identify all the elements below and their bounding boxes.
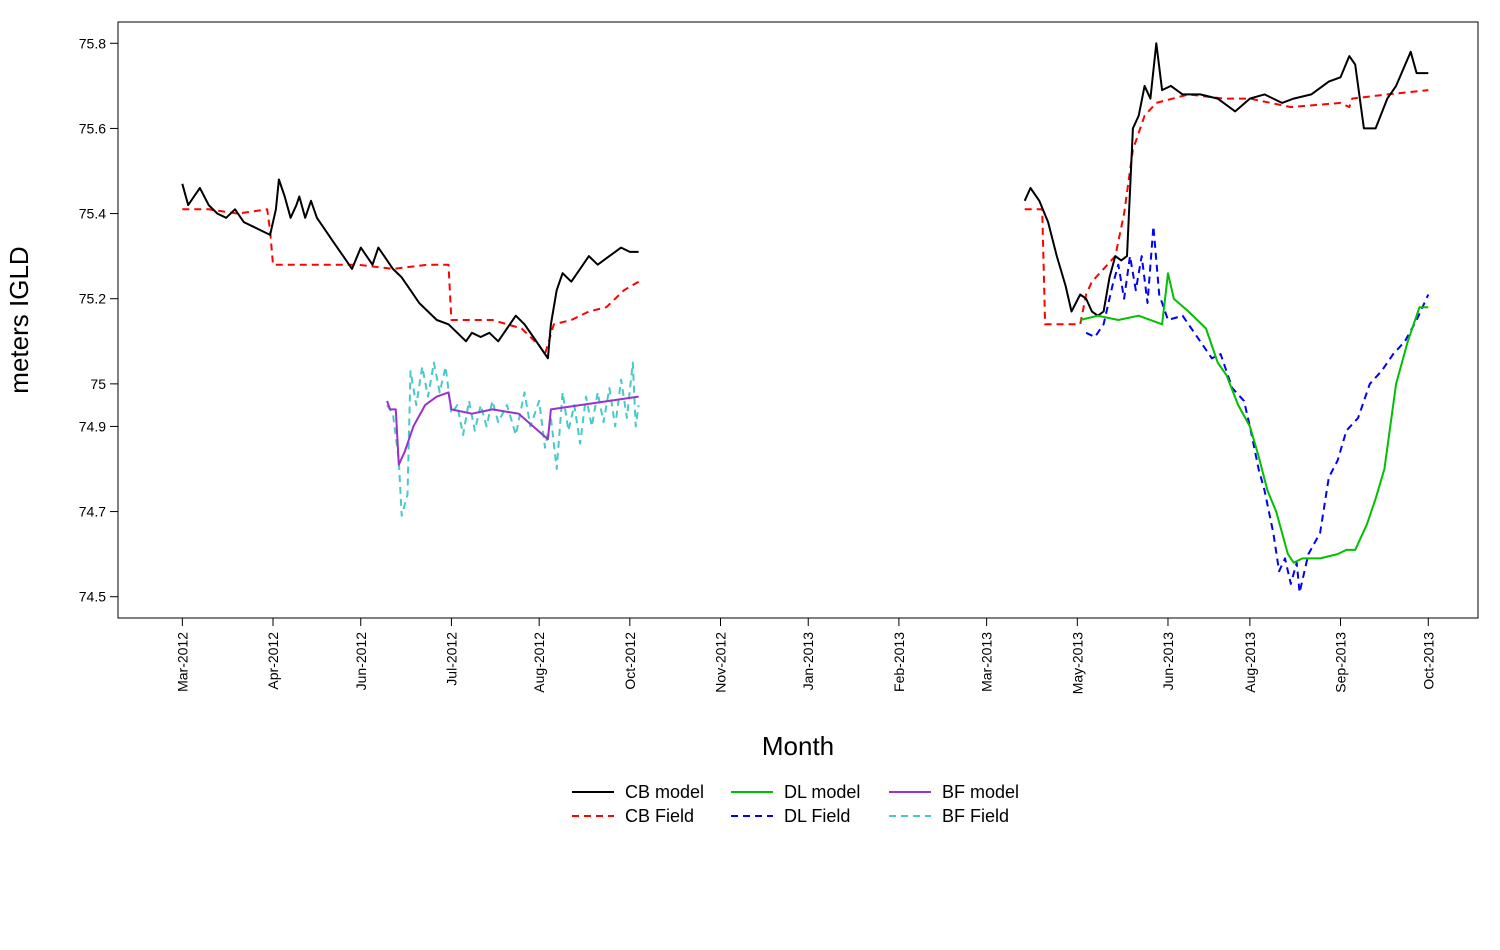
y-axis-title: meters IGLD [4, 246, 34, 393]
legend-label: BF Field [942, 806, 1009, 826]
x-axis: Mar-2012 Apr-2012 Jun-2012 Jul-2012 Aug-2012… [174, 618, 1436, 694]
x-tick-label: Jun-2012 [353, 632, 369, 691]
x-tick-label: Aug-2013 [1242, 632, 1258, 693]
y-tick-label: 75.4 [79, 206, 106, 222]
y-tick-label: 75.6 [79, 120, 106, 136]
series-line-cb-model [181, 178, 639, 360]
x-tick-label: Feb-2013 [891, 632, 907, 692]
series-line-bf-field [386, 361, 640, 517]
x-tick-label: Nov-2012 [712, 632, 728, 693]
series-line-cb-field [1024, 89, 1429, 326]
y-tick-label: 74.5 [79, 589, 106, 605]
y-axis: 74.5 74.7 74.9 75 75.2 75.4 75.6 75.8 [79, 35, 118, 605]
x-tick-label: Aug-2012 [531, 632, 547, 693]
x-tick-label: Oct-2012 [622, 632, 638, 690]
series-line-cb-field [182, 208, 640, 356]
legend-label: CB Field [625, 806, 694, 826]
series-line-cb-model [1023, 42, 1429, 317]
x-tick-label: Jan-2013 [800, 632, 816, 691]
legend-label: CB model [625, 782, 704, 802]
series-line-dl-model [1079, 272, 1429, 564]
plot-frame [117, 21, 1479, 619]
series-line-dl-field [1085, 225, 1430, 594]
x-tick-label: May-2013 [1069, 632, 1085, 694]
series-layer [181, 42, 1430, 594]
y-tick-label: 75.8 [79, 35, 106, 51]
x-tick-label: Sep-2013 [1333, 632, 1349, 693]
legend-label: DL model [784, 782, 860, 802]
series-line-bf-model [386, 391, 639, 466]
y-tick-label: 74.9 [79, 418, 106, 434]
x-axis-title: Month [762, 731, 834, 761]
x-tick-label: Mar-2013 [979, 632, 995, 692]
x-tick-label: Jul-2012 [443, 632, 459, 686]
x-tick-label: Apr-2012 [265, 632, 281, 690]
y-tick-label: 75.2 [79, 291, 106, 307]
legend: CB model DL model BF model CB Field DL Field… [572, 782, 1019, 826]
y-tick-label: 74.7 [79, 504, 106, 520]
legend-label: DL Field [784, 806, 850, 826]
x-tick-label: Jun-2013 [1160, 632, 1176, 691]
legend-label: BF model [942, 782, 1019, 802]
x-tick-label: Mar-2012 [174, 632, 190, 692]
y-tick-label: 75 [90, 376, 106, 392]
x-tick-label: Oct-2013 [1420, 632, 1436, 690]
